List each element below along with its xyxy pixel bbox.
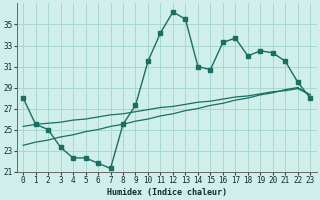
X-axis label: Humidex (Indice chaleur): Humidex (Indice chaleur) (107, 188, 227, 197)
